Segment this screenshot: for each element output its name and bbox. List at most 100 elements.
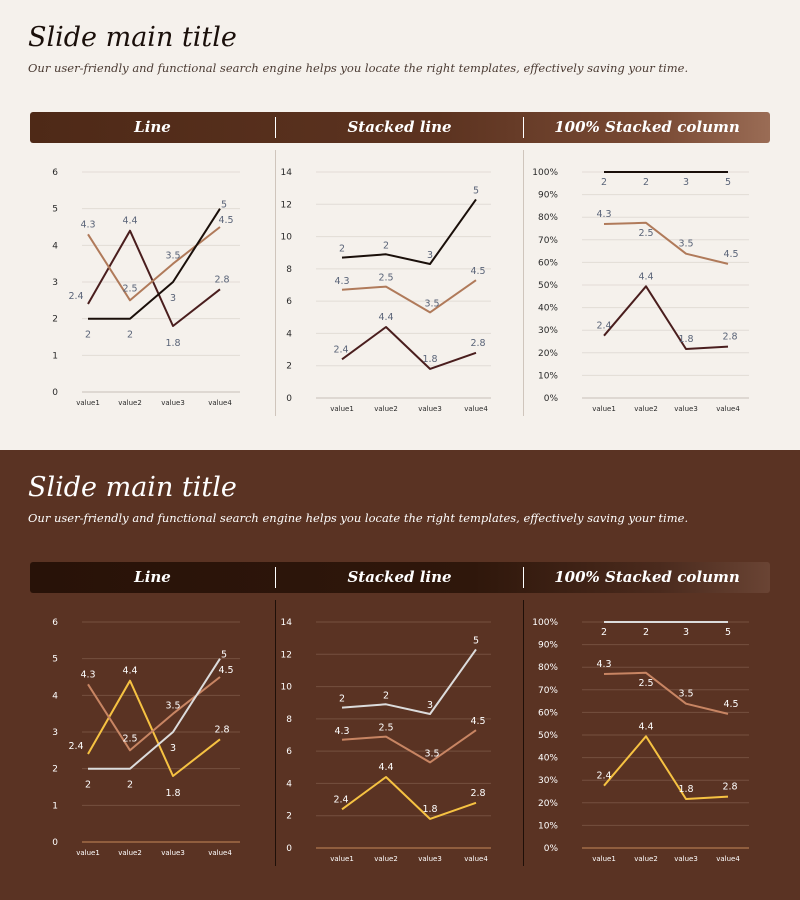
y-tick-label: 100% [532,618,558,628]
data-label: 3.5 [424,748,439,759]
data-label: 4.3 [80,669,95,680]
chart-header-bar: Line Stacked line 100% Stacked column [30,112,770,143]
data-label: 4.5 [470,716,485,727]
y-tick-label: 20% [538,349,558,359]
data-label: 2.8 [214,274,229,285]
data-label: 2.8 [214,724,229,735]
y-tick-label: 80% [538,663,558,673]
data-label: 4.3 [596,209,611,220]
data-label: 1.8 [422,354,437,365]
data-label: 4.5 [723,699,738,710]
series-line-1 [603,735,729,800]
slide-subtitle: Our user-friendly and functional search … [28,511,689,525]
data-label: 2 [383,690,389,701]
data-label: 5 [725,627,731,638]
data-label: 3 [170,293,176,304]
series-line-3 [88,208,221,320]
data-label: 5 [473,185,479,196]
series-line-2 [341,279,477,314]
data-label: 2.5 [638,228,653,239]
y-tick-label: 30% [538,326,558,336]
y-tick-label: 14 [281,618,293,628]
y-tick-label: 10 [281,683,293,693]
data-label: 3.5 [678,689,693,700]
x-tick-label: value2 [374,855,398,863]
y-tick-label: 6 [286,297,292,307]
x-tick-label: value2 [634,405,658,413]
percent-stacked-chart: 0% 10% 20% 30% 40% 50% 60% 70% 80% 90% 100% value1 v… [532,618,749,863]
data-label: 5 [473,635,479,646]
y-tick-label: 2 [52,765,58,775]
data-label: 4.5 [723,249,738,260]
data-label: 2.8 [470,338,485,349]
y-tick-label: 12 [281,650,292,660]
data-label: 2.5 [638,678,653,689]
y-tick-label: 1 [52,351,58,361]
data-label: 2 [85,330,91,341]
x-tick-label: value2 [634,855,658,863]
y-tick-label: 0% [544,394,559,404]
x-tick-label: value4 [464,855,488,863]
y-tick-label: 10% [538,371,558,381]
header-stacked-line: Stacked line [347,118,452,136]
stacked-line-chart: 0 2 4 6 8 10 12 14 value1 value2 value3 value4 2.4 4.… [281,168,491,413]
y-tick-label: 0 [286,844,292,854]
data-label: 3 [427,250,433,261]
y-tick-label: 10 [281,233,293,243]
y-tick-label: 8 [286,265,292,275]
series-line-3 [341,648,477,715]
y-tick-label: 3 [52,278,58,288]
line-chart: 0 1 2 3 4 5 6 value1 value2 value3 value4 2.4 4.4 1.8… [52,618,240,857]
header-separator [523,117,524,138]
data-label: 2.8 [470,788,485,799]
y-tick-label: 20% [538,799,558,809]
slide-subtitle: Our user-friendly and functional search … [28,61,689,75]
y-tick-label: 70% [538,236,558,246]
series-line-1 [341,776,477,820]
series-line-1 [603,285,729,350]
y-tick-label: 100% [532,168,558,178]
y-tick-label: 5 [52,205,58,215]
data-label: 2 [383,240,389,251]
x-tick-label: value3 [161,399,185,407]
data-label: 4.3 [80,219,95,230]
y-tick-label: 4 [286,329,292,339]
stacked-line-chart: 0 2 4 6 8 10 12 14 value1 value2 value3 value4 2.4 4.… [281,618,491,863]
data-label: 4.5 [218,215,233,226]
series-line-2 [603,671,729,715]
data-label: 1.8 [165,788,180,799]
y-tick-label: 50% [538,281,558,291]
data-label: 3.5 [165,701,180,712]
x-tick-label: value2 [118,849,142,857]
data-label: 2.4 [596,771,611,782]
y-tick-label: 6 [52,618,58,628]
y-tick-label: 12 [281,200,292,210]
y-tick-label: 14 [281,168,293,178]
data-label: 2 [601,627,607,638]
y-tick-label: 5 [52,655,58,665]
column-divider [523,150,524,416]
x-tick-label: value4 [716,405,740,413]
y-tick-label: 3 [52,728,58,738]
x-tick-label: value2 [118,399,142,407]
data-label: 3.5 [165,251,180,262]
y-tick-label: 30% [538,776,558,786]
data-label: 4.4 [378,762,393,773]
data-label: 3.5 [424,298,439,309]
y-tick-label: 0 [286,394,292,404]
x-tick-label: value1 [76,399,100,407]
x-tick-label: value1 [592,855,616,863]
y-tick-label: 60% [538,708,558,718]
data-label: 5 [221,200,227,211]
column-divider [275,600,276,866]
x-tick-label: value4 [716,855,740,863]
series-line-3 [88,658,221,770]
x-tick-label: value3 [674,405,698,413]
y-tick-label: 40% [538,754,558,764]
x-tick-label: value3 [418,405,442,413]
header-100-stacked-column: 100% Stacked column [554,568,740,586]
y-tick-label: 2 [286,812,292,822]
column-divider [275,150,276,416]
x-tick-label: value4 [464,405,488,413]
y-tick-label: 8 [286,715,292,725]
